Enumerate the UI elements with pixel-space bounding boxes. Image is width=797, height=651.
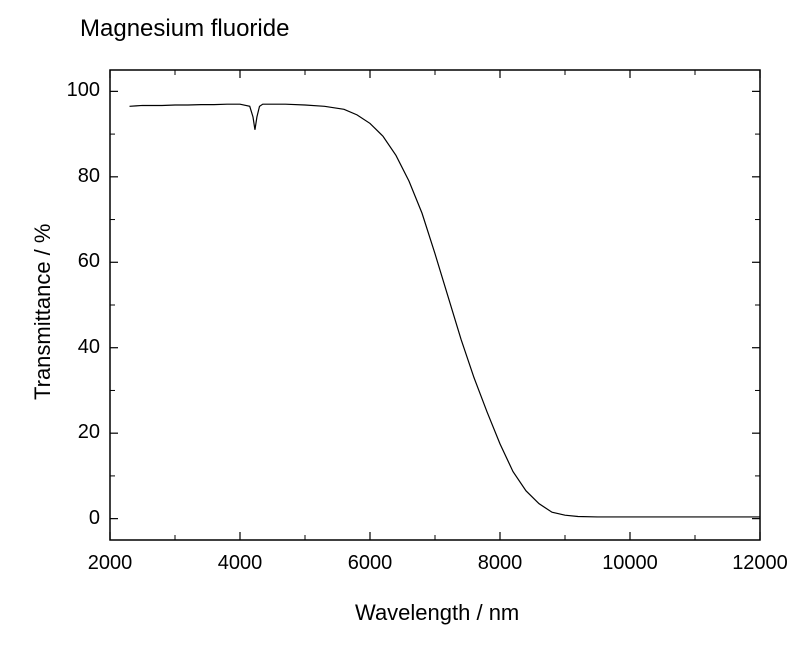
y-tick-label: 100 (40, 79, 100, 102)
chart-container: Magnesium fluoride Transmittance / % Wav… (0, 0, 797, 651)
x-tick-label: 4000 (218, 552, 263, 575)
x-tick-label: 10000 (602, 552, 658, 575)
data-series-line (130, 104, 761, 517)
x-tick-label: 8000 (478, 552, 523, 575)
y-tick-label: 80 (40, 165, 100, 188)
x-tick-label: 2000 (88, 552, 133, 575)
y-tick-label: 40 (40, 336, 100, 359)
x-tick-label: 12000 (732, 552, 788, 575)
x-tick-label: 6000 (348, 552, 393, 575)
y-tick-label: 0 (40, 507, 100, 530)
y-tick-label: 20 (40, 421, 100, 444)
y-tick-label: 60 (40, 250, 100, 273)
